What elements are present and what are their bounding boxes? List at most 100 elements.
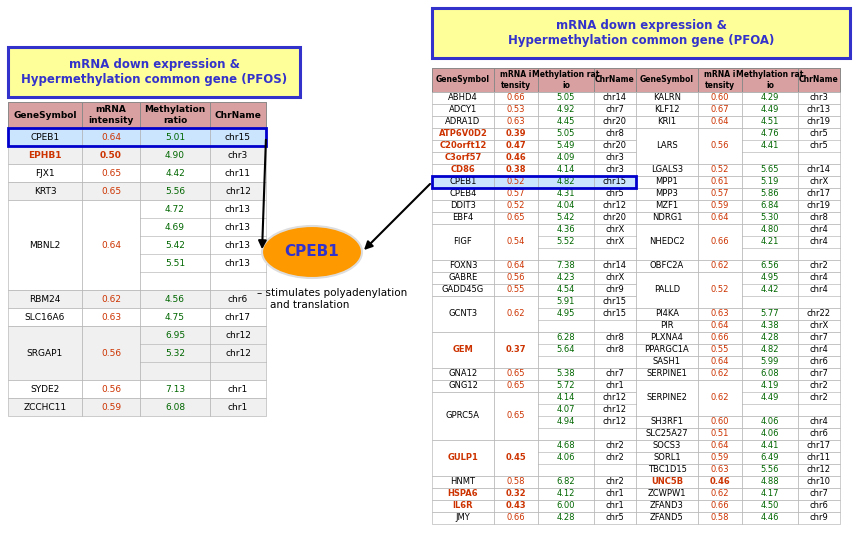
- FancyBboxPatch shape: [431, 440, 493, 476]
- Text: FOXN3: FOXN3: [449, 262, 477, 271]
- Text: C3orf57: C3orf57: [444, 154, 481, 163]
- Text: 5.42: 5.42: [164, 241, 185, 250]
- Text: chr6: chr6: [808, 502, 827, 511]
- Text: 4.51: 4.51: [760, 118, 778, 127]
- FancyBboxPatch shape: [431, 512, 493, 524]
- FancyBboxPatch shape: [537, 224, 593, 260]
- FancyBboxPatch shape: [537, 104, 593, 116]
- FancyBboxPatch shape: [82, 164, 139, 182]
- FancyBboxPatch shape: [593, 332, 635, 368]
- FancyBboxPatch shape: [741, 308, 797, 320]
- FancyBboxPatch shape: [697, 116, 741, 128]
- Text: Methylation
ratio: Methylation ratio: [144, 105, 206, 125]
- FancyBboxPatch shape: [797, 452, 839, 464]
- Text: 4.06: 4.06: [760, 417, 778, 426]
- Text: mRNA down expression &
Hypermethylation common gene (PFOA): mRNA down expression & Hypermethylation …: [507, 19, 773, 47]
- FancyBboxPatch shape: [593, 140, 635, 152]
- FancyBboxPatch shape: [537, 200, 593, 212]
- Text: 0.59: 0.59: [710, 454, 728, 462]
- FancyBboxPatch shape: [697, 200, 741, 212]
- Text: ATP6V0D2: ATP6V0D2: [438, 129, 486, 139]
- Text: chr13: chr13: [225, 241, 251, 250]
- Text: mRNA
intensity: mRNA intensity: [88, 105, 133, 125]
- Text: Methylation rat
io: Methylation rat io: [735, 70, 802, 90]
- Text: mRNA i
tensity: mRNA i tensity: [499, 70, 531, 90]
- FancyBboxPatch shape: [797, 308, 839, 320]
- FancyBboxPatch shape: [797, 176, 839, 188]
- Text: 4.07: 4.07: [556, 405, 574, 415]
- FancyBboxPatch shape: [537, 272, 593, 284]
- FancyBboxPatch shape: [635, 332, 697, 344]
- Text: 0.64: 0.64: [101, 241, 121, 250]
- FancyBboxPatch shape: [635, 260, 697, 272]
- FancyBboxPatch shape: [493, 224, 537, 260]
- FancyBboxPatch shape: [493, 176, 537, 188]
- FancyBboxPatch shape: [741, 104, 797, 116]
- Text: 0.55: 0.55: [506, 286, 524, 294]
- FancyBboxPatch shape: [741, 320, 797, 332]
- Text: 0.58: 0.58: [506, 477, 524, 487]
- Text: SH3RF1: SH3RF1: [650, 417, 683, 426]
- Text: CPEB1: CPEB1: [449, 178, 476, 186]
- Text: PLXNA4: PLXNA4: [650, 333, 683, 343]
- FancyBboxPatch shape: [493, 368, 537, 380]
- Text: chr1: chr1: [227, 384, 248, 394]
- FancyBboxPatch shape: [537, 500, 593, 512]
- FancyBboxPatch shape: [210, 182, 266, 200]
- Text: chr15: chr15: [603, 297, 626, 307]
- FancyBboxPatch shape: [635, 464, 697, 476]
- Text: SRGAP1: SRGAP1: [27, 349, 63, 358]
- Text: chr7: chr7: [808, 490, 827, 498]
- FancyBboxPatch shape: [431, 176, 493, 188]
- FancyBboxPatch shape: [82, 326, 139, 380]
- FancyBboxPatch shape: [8, 326, 82, 380]
- Text: 0.65: 0.65: [506, 381, 524, 390]
- FancyBboxPatch shape: [797, 92, 839, 104]
- FancyBboxPatch shape: [537, 188, 593, 200]
- Text: 4.94: 4.94: [556, 417, 574, 426]
- Text: FIGF: FIGF: [453, 237, 472, 246]
- Text: 0.65: 0.65: [506, 411, 524, 420]
- Text: 0.58: 0.58: [710, 513, 728, 523]
- FancyBboxPatch shape: [635, 452, 697, 464]
- Text: SERPINE1: SERPINE1: [646, 369, 686, 379]
- FancyBboxPatch shape: [431, 380, 493, 392]
- Text: 0.37: 0.37: [505, 345, 525, 354]
- Text: MPP1: MPP1: [655, 178, 678, 186]
- FancyBboxPatch shape: [741, 272, 797, 308]
- FancyBboxPatch shape: [493, 68, 537, 92]
- Text: 4.14: 4.14: [556, 165, 574, 175]
- FancyBboxPatch shape: [82, 146, 139, 164]
- FancyBboxPatch shape: [493, 500, 537, 512]
- Text: 4.42: 4.42: [760, 286, 778, 294]
- Text: GPRC5A: GPRC5A: [445, 411, 480, 420]
- FancyBboxPatch shape: [8, 102, 266, 128]
- FancyBboxPatch shape: [593, 272, 635, 284]
- Text: 4.17: 4.17: [760, 490, 778, 498]
- Text: 0.52: 0.52: [710, 286, 728, 294]
- FancyBboxPatch shape: [8, 128, 82, 146]
- Text: Methylation rat
io: Methylation rat io: [532, 70, 599, 90]
- FancyBboxPatch shape: [493, 332, 537, 368]
- FancyBboxPatch shape: [635, 440, 697, 452]
- Text: 4.38: 4.38: [759, 322, 778, 330]
- Text: 4.12: 4.12: [556, 490, 574, 498]
- FancyBboxPatch shape: [493, 260, 537, 272]
- FancyBboxPatch shape: [537, 368, 593, 380]
- Text: 4.95: 4.95: [556, 309, 574, 318]
- Text: 0.57: 0.57: [506, 190, 524, 199]
- Text: 5.01: 5.01: [164, 133, 185, 142]
- FancyBboxPatch shape: [741, 512, 797, 524]
- FancyBboxPatch shape: [593, 200, 635, 212]
- FancyBboxPatch shape: [741, 344, 797, 356]
- FancyBboxPatch shape: [697, 92, 741, 104]
- Text: 4.82: 4.82: [556, 178, 574, 186]
- FancyBboxPatch shape: [431, 8, 849, 58]
- Text: 4.69: 4.69: [164, 222, 185, 231]
- FancyBboxPatch shape: [493, 512, 537, 524]
- FancyBboxPatch shape: [797, 224, 839, 260]
- Text: TBC1D15: TBC1D15: [647, 466, 685, 475]
- Text: 4.76: 4.76: [759, 129, 778, 139]
- FancyBboxPatch shape: [431, 152, 493, 164]
- FancyBboxPatch shape: [697, 332, 741, 344]
